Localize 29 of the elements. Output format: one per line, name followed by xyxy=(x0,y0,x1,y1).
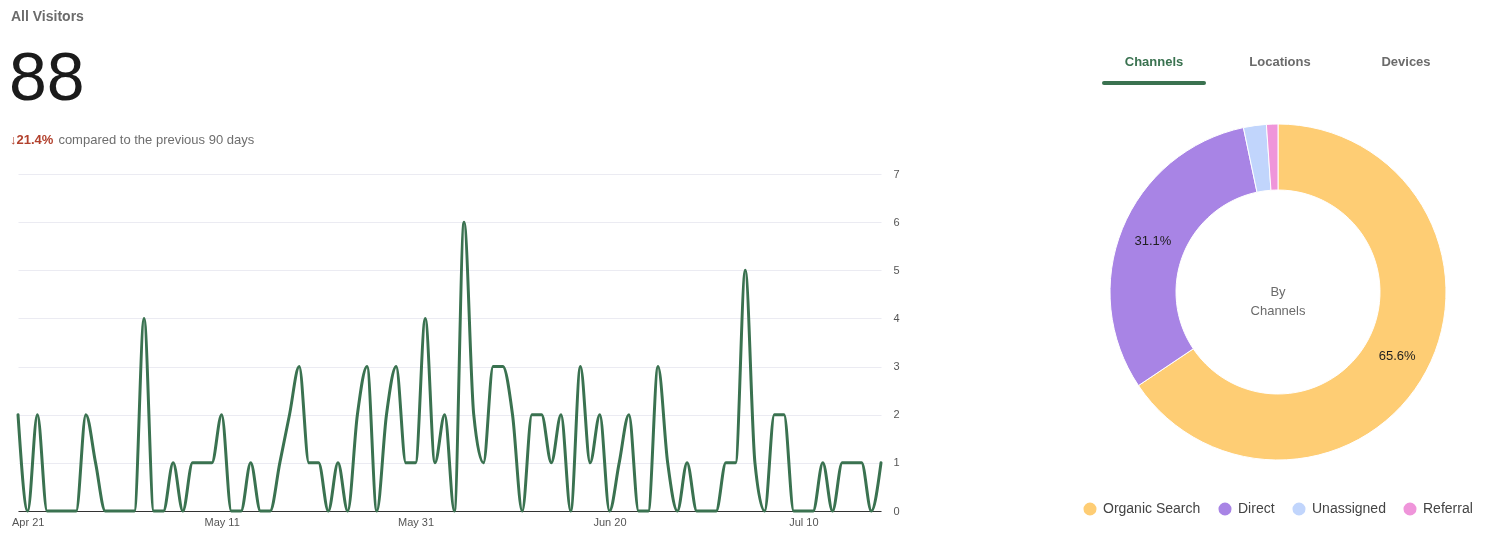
y-tick-label: 5 xyxy=(893,263,900,276)
text: By xyxy=(1270,284,1286,299)
y-tick-label: 7 xyxy=(893,167,900,180)
y-tick-label: 2 xyxy=(893,408,900,421)
x-tick-label: May 31 xyxy=(398,515,435,528)
legend-label: Unassigned xyxy=(1312,500,1386,516)
y-tick-label: 0 xyxy=(893,504,900,517)
x-tick-label: Jul 10 xyxy=(789,515,819,528)
text: Channels xyxy=(1124,54,1184,69)
y-tick-label: 6 xyxy=(893,215,900,228)
y-tick-label: 1 xyxy=(893,456,900,469)
y-tick-label: 4 xyxy=(893,311,900,324)
legend-label: Organic Search xyxy=(1103,500,1201,516)
x-tick-label: May 11 xyxy=(204,515,240,528)
data-label: 65.6% xyxy=(1378,347,1416,363)
legend-label: Direct xyxy=(1238,500,1275,516)
data-label: 31.1% xyxy=(1134,233,1172,249)
chart-title: All Visitors xyxy=(11,8,84,25)
x-tick-label: Apr 21 xyxy=(11,515,45,528)
y-tick-label: 3 xyxy=(893,360,900,373)
text: Channels xyxy=(1250,303,1306,318)
x-tick-label: Jun 20 xyxy=(593,515,627,528)
legend-label: Referral xyxy=(1423,500,1473,516)
text: 88 xyxy=(9,38,85,114)
text: Devices xyxy=(1381,53,1431,71)
text: Locations xyxy=(1249,53,1311,71)
text: compared to the previous 90 days xyxy=(58,132,255,147)
line-series xyxy=(16,220,883,513)
text: ↓21.4% xyxy=(10,132,54,147)
